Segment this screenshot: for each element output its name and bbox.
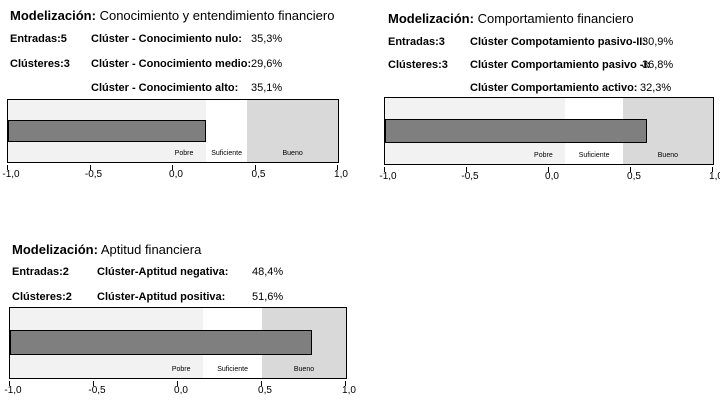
cluster-value: 48,4% [252, 266, 284, 278]
axis-tick-label: 0,5 [258, 385, 272, 396]
band-label: Pobre [171, 366, 191, 373]
clusteres-label: Clústeres:2 [12, 291, 72, 303]
cluster-name: Clúster - Conocimiento alto: [91, 82, 239, 94]
axis-tick-label: -0,5 [84, 169, 103, 180]
gauge-chart: Pobre Suficiente Bueno [9, 307, 347, 379]
axis-tick [254, 165, 256, 170]
title-text: Conocimiento y entendimiento financiero [99, 8, 335, 23]
axis-tick [93, 381, 94, 386]
clusteres-label: Clústeres:3 [10, 58, 70, 70]
axis-tick-label: -1,0 [379, 171, 397, 182]
axis-tick-label: 0,0 [174, 385, 188, 396]
cluster-name: Clúster Comportamiento activo: [470, 82, 638, 94]
axis-tick-label: -0,5 [88, 385, 106, 396]
gauge-bar [10, 330, 313, 355]
title-prefix: Modelización: [388, 11, 474, 26]
axis-tick [630, 167, 631, 172]
axis-tick [384, 167, 385, 172]
axis-tick [261, 381, 262, 386]
axis-tick-label: 1,0 [342, 385, 356, 396]
entradas-label: Entradas:3 [388, 36, 445, 48]
band-label: Suficiente [211, 150, 242, 157]
band-label: Suficiente [217, 366, 248, 373]
title-text: Aptitud financiera [100, 242, 202, 257]
axis-tick-label: 0,0 [545, 171, 559, 182]
axis-tick-label: 1,0 [334, 169, 348, 180]
panel-comportamiento: Modelización: Comportamiento financiero … [0, 0, 720, 200]
panel-title: Modelización: Conocimiento y entendimien… [10, 8, 334, 23]
band-suficiente [206, 100, 248, 162]
title-prefix: Modelización: [12, 242, 98, 257]
axis-tick [337, 165, 338, 170]
axis-tick-label: 1,0 [709, 171, 720, 182]
panel-title: Modelización: Comportamiento financiero [388, 11, 634, 26]
axis-tick [89, 165, 91, 170]
panel-title: Modelización: Aptitud financiera [12, 242, 201, 257]
axis-tick-label: 0,5 [251, 169, 266, 180]
gauge-bar [8, 120, 206, 142]
title-text: Comportamiento financiero [477, 11, 634, 26]
axis-tick [466, 167, 467, 172]
cluster-value: 35,1% [251, 82, 283, 94]
cluster-value: 51,6% [252, 291, 284, 303]
cluster-name: Clúster-Aptitud negativa: [97, 266, 229, 278]
axis-tick [172, 165, 173, 170]
axis-tick [345, 381, 346, 386]
axis-tick-label: 0,0 [169, 169, 183, 180]
cluster-value: 35,3% [251, 33, 283, 45]
band-label: Pobre [174, 150, 194, 157]
axis-tick [548, 167, 549, 172]
band-label: Pobre [534, 152, 553, 159]
clusteres-label: Clústeres:3 [388, 59, 448, 71]
cluster-name: Clúster - Conocimiento medio: [91, 58, 252, 70]
cluster-value: 29,6% [251, 58, 283, 70]
axis-tick [7, 165, 8, 170]
axis-tick-label: -1,0 [2, 169, 20, 180]
cluster-name: Clúster Compotamiento pasivo-II: [470, 36, 647, 48]
band-label: Bueno [657, 152, 679, 159]
panel-conocimiento: Modelización: Conocimiento y entendimien… [0, 0, 370, 200]
band-label: Bueno [293, 366, 315, 373]
band-label: Bueno [282, 150, 303, 157]
cluster-name: Clúster - Conocimiento nulo: [91, 33, 242, 45]
cluster-name: Clúster-Aptitud positiva: [97, 291, 226, 303]
axis-tick-label: -1,0 [4, 385, 22, 396]
entradas-label: Entradas:5 [10, 33, 67, 45]
cluster-value: 36,8% [642, 59, 674, 71]
entradas-label: Entradas:2 [12, 266, 69, 278]
panel-aptitud: Modelización: Aptitud financiera Entrada… [4, 242, 356, 396]
axis-tick [177, 381, 178, 386]
axis-tick [712, 167, 713, 172]
cluster-value: 32,3% [640, 82, 672, 94]
cluster-name: Clúster Comportamiento pasivo -I: [470, 59, 651, 71]
cluster-value: 30,9% [642, 36, 674, 48]
axis-tick [9, 381, 10, 386]
band-label: Suficiente [578, 152, 610, 159]
band-bueno [247, 100, 338, 162]
title-prefix: Modelización: [10, 8, 96, 23]
axis-tick-label: -0,5 [461, 171, 479, 182]
axis-tick-label: 0,5 [627, 171, 641, 182]
gauge-chart: Pobre Suficiente Bueno [384, 97, 714, 165]
gauge-bar [385, 119, 648, 143]
gauge-chart: Pobre Suficiente Bueno [7, 99, 339, 163]
